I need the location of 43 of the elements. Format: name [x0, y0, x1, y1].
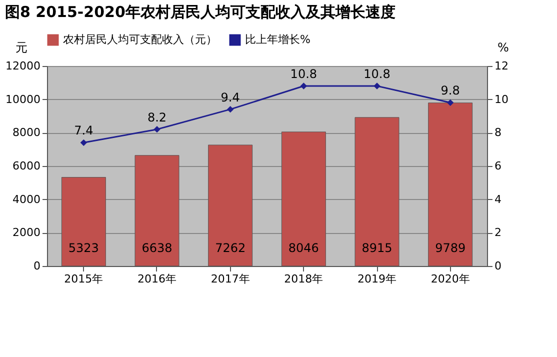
data-label: 6638	[142, 241, 172, 255]
point	[300, 82, 308, 90]
x-tick-label: 2019年	[358, 272, 396, 286]
data-label: 9.4	[220, 90, 240, 104]
x-tick-label: 2016年	[138, 272, 176, 286]
y2-tick-label: 6	[494, 160, 502, 172]
y-tick-label: 8000	[12, 126, 40, 140]
chart-title: 图8 2015-2020年农村居民人均可支配收入及其增长速度	[5, 3, 396, 21]
point	[80, 139, 88, 146]
y-tick-label: 2000	[12, 226, 40, 240]
point	[446, 99, 454, 106]
data-label: 7.4	[74, 124, 94, 138]
y-tick-label: 6000	[12, 160, 40, 172]
data-label: 10.8	[364, 67, 390, 81]
legend-label: 比上年增长%	[245, 33, 310, 46]
point	[374, 82, 380, 90]
x-tick-label: 2015年	[64, 272, 104, 286]
y2-tick-label: 12	[494, 60, 508, 72]
x-tick-label: 2020年	[430, 272, 470, 286]
data-label: 9.8	[440, 84, 460, 98]
x-tick-label: 2018年	[284, 272, 324, 286]
point	[226, 106, 234, 113]
y2-tick-label: 10	[494, 92, 508, 106]
y-tick-label: 12000	[6, 60, 40, 72]
data-label: 7262	[215, 241, 246, 255]
y2-tick-label: 8	[494, 126, 502, 140]
y2-tick-label: 4	[494, 192, 502, 206]
data-label: 8046	[288, 241, 319, 255]
data-label: 8915	[362, 241, 392, 255]
data-label: 9789	[435, 241, 466, 255]
y-tick-label: 10000	[6, 92, 40, 106]
y-tick-label: 0	[34, 260, 40, 272]
point	[154, 126, 160, 133]
data-label: 5323	[68, 241, 99, 255]
y2-tick-label: 0	[494, 260, 502, 272]
y2-tick-label: 2	[494, 226, 502, 240]
y2-axis-title: %	[498, 40, 509, 54]
y-axis-title: 元	[16, 40, 28, 54]
data-label: 10.8	[290, 67, 318, 81]
data-label: 8.2	[147, 110, 167, 124]
y-tick-label: 4000	[12, 192, 40, 206]
legend-label: 农村居民人均可支配收入（元）	[63, 33, 217, 46]
x-tick-label: 2017年	[210, 272, 250, 286]
